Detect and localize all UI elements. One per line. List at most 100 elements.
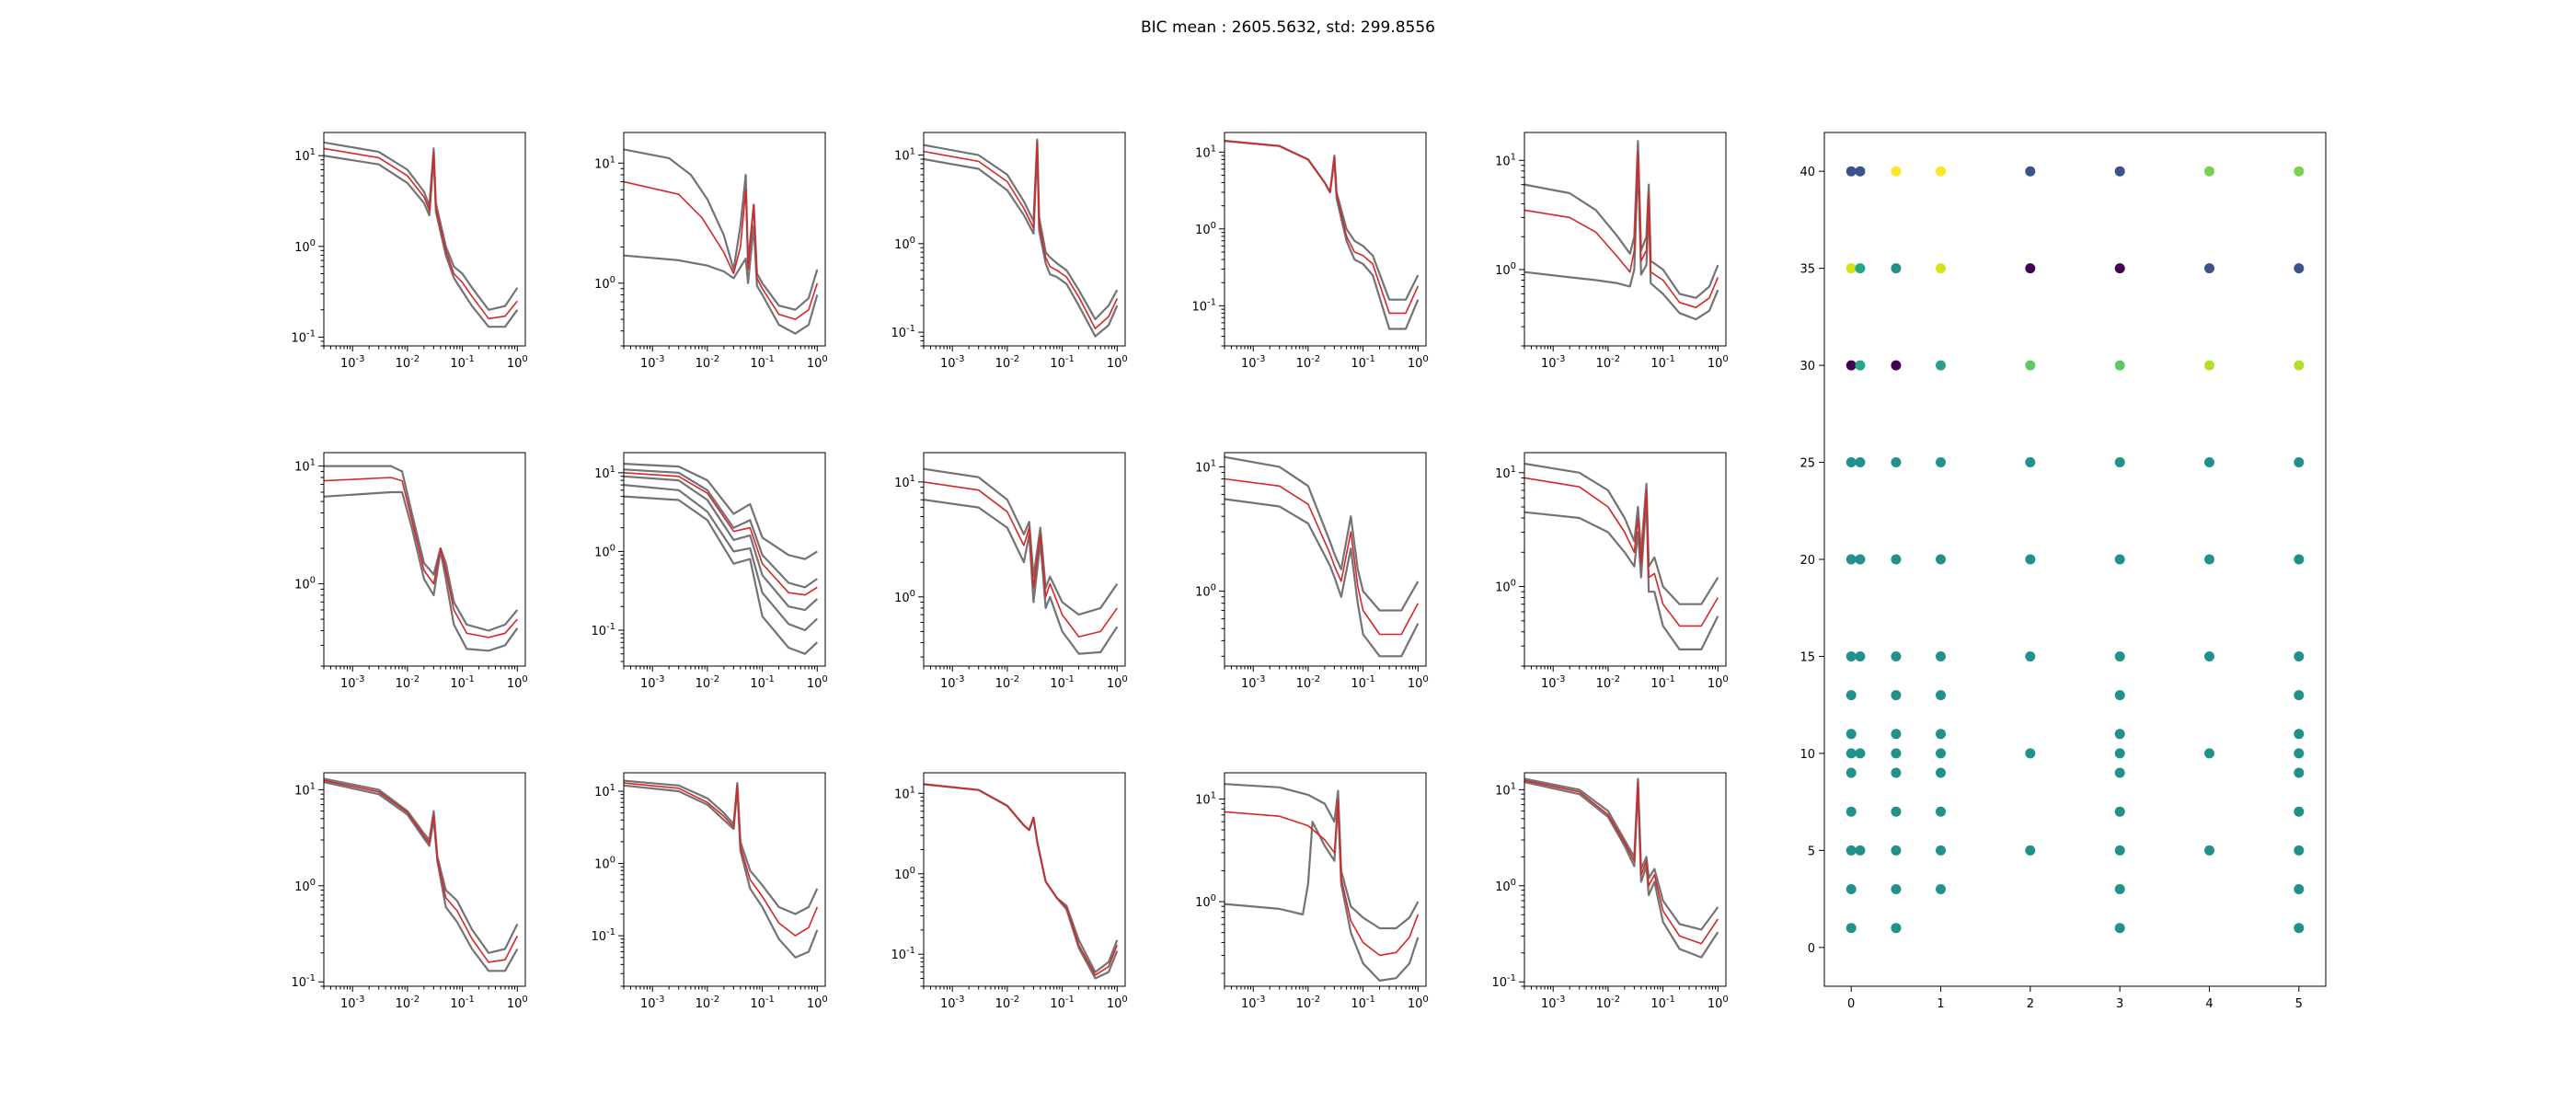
x-tick-label: 10-1 xyxy=(1050,995,1075,1011)
series-line-upper xyxy=(1524,140,1719,299)
scatter-point xyxy=(1846,360,1857,371)
series-line-lower xyxy=(324,781,519,972)
scatter-point xyxy=(2025,554,2036,565)
series-line-upper xyxy=(1225,140,1420,301)
x-tick-label: 10-3 xyxy=(940,995,965,1011)
scatter-point xyxy=(2114,166,2125,177)
series-line-upper xyxy=(624,463,818,560)
subplot-r3c1: 10-3 10-2 10-1 100 10-1 100 101 xyxy=(291,772,528,1011)
x-tick-label: 10-3 xyxy=(340,995,365,1011)
x-tick-label: 10-1 xyxy=(1650,995,1675,1011)
x-tick-label: 10-2 xyxy=(1296,995,1321,1011)
scatter-point xyxy=(2294,729,2305,740)
y-tick-label: 0 xyxy=(1808,942,1815,956)
x-tick-label: 100 xyxy=(807,674,828,691)
scatter-point xyxy=(2114,554,2125,565)
scatter-point xyxy=(1891,884,1902,894)
x-tick-label: 100 xyxy=(507,674,528,691)
y-tick-label: 101 xyxy=(1195,144,1216,160)
x-tick-label: 10-1 xyxy=(750,674,775,691)
scatter-point xyxy=(2025,166,2036,177)
y-tick-label: 10-1 xyxy=(1491,973,1516,990)
scatter-point xyxy=(1855,748,1866,759)
axes-frame xyxy=(623,772,826,987)
x-tick-label: 100 xyxy=(1107,995,1128,1011)
scatter-point xyxy=(2114,923,2125,934)
scatter-point xyxy=(1891,360,1902,371)
axes-frame xyxy=(1224,132,1427,347)
y-tick-label: 30 xyxy=(1800,360,1815,374)
series-line-upper xyxy=(324,141,519,311)
x-tick-label: 10-3 xyxy=(640,354,665,371)
scatter-point xyxy=(1846,748,1857,759)
scatter-point xyxy=(1846,554,1857,565)
scatter-point xyxy=(2294,845,2305,856)
x-tick-label: 5 xyxy=(2295,997,2303,1011)
y-tick-label: 25 xyxy=(1800,457,1815,471)
y-tick-label: 100 xyxy=(594,856,615,872)
x-tick-label: 10-2 xyxy=(1596,995,1621,1011)
axes-frame xyxy=(1524,452,1727,667)
scatter-point xyxy=(1891,166,1902,177)
y-tick-label: 10-1 xyxy=(891,324,915,340)
scatter-point xyxy=(1936,166,1946,177)
series-line-lower xyxy=(324,490,519,652)
x-tick-label: 100 xyxy=(1408,674,1429,691)
y-tick-label: 100 xyxy=(594,543,615,559)
x-tick-label: 10-1 xyxy=(1650,674,1675,691)
y-tick-label: 101 xyxy=(594,465,615,481)
series-line-mean xyxy=(924,481,1118,638)
x-tick-label: 10-1 xyxy=(1050,354,1075,371)
x-tick-label: 10-1 xyxy=(450,995,475,1011)
scatter-point xyxy=(2204,166,2214,177)
x-tick-label: 10-2 xyxy=(995,354,1020,371)
scatter-point xyxy=(1846,806,1857,817)
series-line-lower xyxy=(1225,140,1420,330)
series-line-mean xyxy=(1225,140,1420,315)
y-tick-label: 5 xyxy=(1808,845,1815,858)
x-tick-label: 10-2 xyxy=(1296,674,1321,691)
scatter-point xyxy=(2204,845,2214,856)
scatter-point xyxy=(1855,166,1866,177)
x-tick-label: 100 xyxy=(507,354,528,371)
x-tick-label: 100 xyxy=(1107,354,1128,371)
x-tick-label: 10-3 xyxy=(340,354,365,371)
y-tick-label: 101 xyxy=(294,458,316,475)
x-tick-label: 10-3 xyxy=(1541,354,1566,371)
series-line-mean xyxy=(1225,798,1420,957)
scatter-point xyxy=(1936,767,1946,778)
scatter-point xyxy=(1891,845,1902,856)
scatter-point xyxy=(1891,457,1902,467)
series-line-lower xyxy=(924,499,1119,655)
scatter-point xyxy=(2114,806,2125,817)
scatter-point xyxy=(1891,806,1902,817)
y-tick-label: 100 xyxy=(1195,893,1216,910)
series-line-upper xyxy=(924,467,1119,616)
subplot-r2c4: 10-3 10-2 10-1 100 100 101 xyxy=(1195,452,1429,691)
subplot-r1c4: 10-3 10-2 10-1 100 10-1 100 101 xyxy=(1191,132,1429,371)
axes-frame xyxy=(923,772,1126,987)
x-tick-label: 10-1 xyxy=(450,674,475,691)
scatter-point xyxy=(1936,554,1946,565)
scatter-point xyxy=(1936,651,1946,661)
series-line-lower xyxy=(1225,498,1420,658)
series-line-upper xyxy=(1524,777,1719,931)
scatter-point xyxy=(2114,767,2125,778)
scatter-point xyxy=(2294,923,2305,934)
scatter-point xyxy=(2114,845,2125,856)
x-tick-label: 10-2 xyxy=(396,674,420,691)
series-line-upper xyxy=(1225,455,1420,612)
scatter-point xyxy=(2114,729,2125,740)
y-tick-label: 100 xyxy=(1195,221,1216,237)
series-line-band xyxy=(624,475,819,612)
y-tick-label: 100 xyxy=(1195,583,1216,600)
series-line-mean xyxy=(624,472,818,596)
x-tick-label: 10-2 xyxy=(995,995,1020,1011)
scatter-point xyxy=(1855,457,1866,467)
series-line-lower xyxy=(624,495,819,655)
series-line-mean xyxy=(924,141,1119,329)
series-line-mean xyxy=(324,779,519,963)
series-line-upper xyxy=(324,465,519,632)
subplot-r2c2: 10-3 10-2 10-1 100 10-1 100 101 xyxy=(591,452,828,691)
scatter-point xyxy=(1936,884,1946,894)
